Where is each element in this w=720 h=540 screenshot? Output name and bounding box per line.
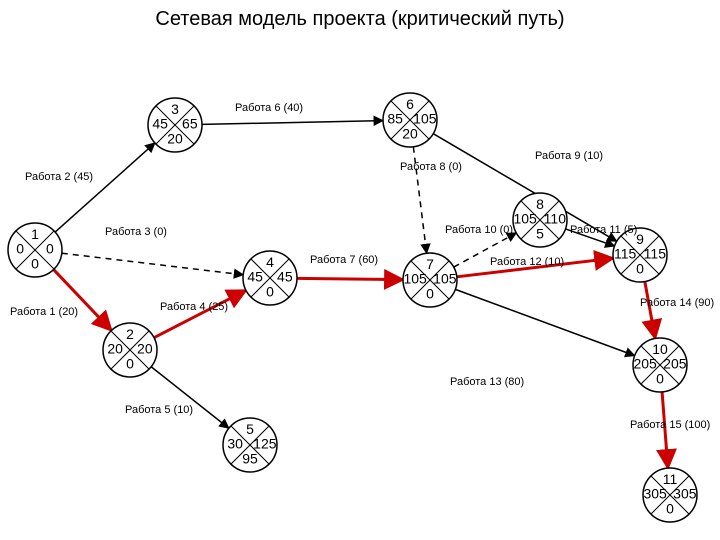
edge-label-1-3: Работа 2 (45) <box>25 171 93 183</box>
node-right: 65 <box>182 116 198 132</box>
edge-label-9-10: Работа 14 (90) <box>640 297 714 309</box>
node-left: 30 <box>227 436 243 452</box>
node-6: 6 2085 105 <box>383 93 437 147</box>
node-3: 3 2045 65 <box>148 98 202 152</box>
node-bottom: 95 <box>242 451 258 467</box>
node-top: 5 <box>246 421 254 437</box>
node-left: 115 <box>614 246 637 262</box>
edge-label-7-10: Работа 13 (80) <box>450 376 524 388</box>
node-left: 45 <box>152 116 168 132</box>
node-1: 1000 <box>8 223 62 277</box>
node-bottom: 0 <box>636 261 644 277</box>
edge-label-7-8: Работа 10 (0) <box>445 224 513 236</box>
edge-label-1-4: Работа 3 (0) <box>105 226 167 238</box>
node-bottom: 0 <box>126 356 134 372</box>
edge-4-7 <box>297 278 403 279</box>
node-bottom: 0 <box>266 284 274 300</box>
node-right: 125 <box>253 436 277 452</box>
edge-label-4-7: Работа 7 (60) <box>310 254 378 266</box>
node-right: 0 <box>46 241 54 257</box>
node-top: 2 <box>126 326 134 342</box>
node-top: 8 <box>536 196 544 212</box>
edge-7-10 <box>455 289 634 355</box>
node-bottom: 0 <box>31 256 39 272</box>
node-top: 7 <box>426 256 434 272</box>
edge-2-5 <box>151 367 229 428</box>
node-bottom: 0 <box>656 371 664 387</box>
node-top: 10 <box>652 341 668 357</box>
edge-3-6 <box>202 121 383 125</box>
node-right: 20 <box>137 341 153 357</box>
edge-1-4 <box>62 253 243 275</box>
node-left: 45 <box>247 269 263 285</box>
node-left: 305 <box>643 486 667 502</box>
node-right: 205 <box>663 356 687 372</box>
edge-label-2-4: Работа 4 (25) <box>160 301 228 313</box>
node-11: 11 0305 305 <box>643 468 697 522</box>
node-left: 205 <box>633 356 657 372</box>
node-top: 11 <box>663 471 678 487</box>
node-top: 6 <box>406 96 414 112</box>
node-right: 45 <box>277 269 293 285</box>
node-top: 1 <box>31 226 39 242</box>
edge-label-6-7: Работа 8 (0) <box>400 161 462 173</box>
node-left: 0 <box>16 241 24 257</box>
network-diagram: 1000202020320456540454559530125620851057… <box>0 0 720 540</box>
edge-label-1-2: Работа 1 (20) <box>10 306 78 318</box>
node-bottom: 5 <box>536 226 544 242</box>
edge-label-8-9: Работа 11 (5) <box>570 224 637 236</box>
node-bottom: 20 <box>167 131 183 147</box>
node-10: 10 0205 205 <box>633 338 687 392</box>
node-right: 110 <box>544 211 567 227</box>
node-9: 9 0115 115 <box>613 228 667 282</box>
node-4: 4 045 45 <box>243 251 297 305</box>
edge-label-3-6: Работа 6 (40) <box>235 102 303 114</box>
edge-2-4 <box>154 290 246 337</box>
node-2: 202020 <box>103 323 157 377</box>
node-left: 105 <box>513 211 537 227</box>
edge-1-2 <box>54 270 112 331</box>
node-left: 85 <box>387 111 403 127</box>
edge-label-2-5: Работа 5 (10) <box>125 404 193 416</box>
node-bottom: 0 <box>666 501 674 517</box>
node-bottom: 0 <box>426 286 434 302</box>
node-left: 105 <box>403 271 427 287</box>
node-top: 9 <box>636 231 644 247</box>
node-bottom: 20 <box>402 126 418 142</box>
node-top: 4 <box>266 254 274 270</box>
edge-label-7-9: Работа 12 (10) <box>490 256 564 268</box>
node-5: 5 9530 125 <box>223 418 277 472</box>
edge-9-10 <box>645 282 655 339</box>
edge-1-3 <box>55 143 155 232</box>
node-left: 20 <box>107 341 123 357</box>
node-right: 105 <box>433 271 457 287</box>
node-8: 8 5105 110 <box>513 193 567 247</box>
node-top: 3 <box>171 101 179 117</box>
edge-label-10-11: Работа 15 (100) <box>630 419 710 431</box>
node-right: 115 <box>644 246 667 262</box>
node-7: 7 0105 105 <box>403 253 457 307</box>
edge-label-6-9: Работа 9 (10) <box>535 150 603 162</box>
node-right: 105 <box>413 111 437 127</box>
node-right: 305 <box>673 486 697 502</box>
